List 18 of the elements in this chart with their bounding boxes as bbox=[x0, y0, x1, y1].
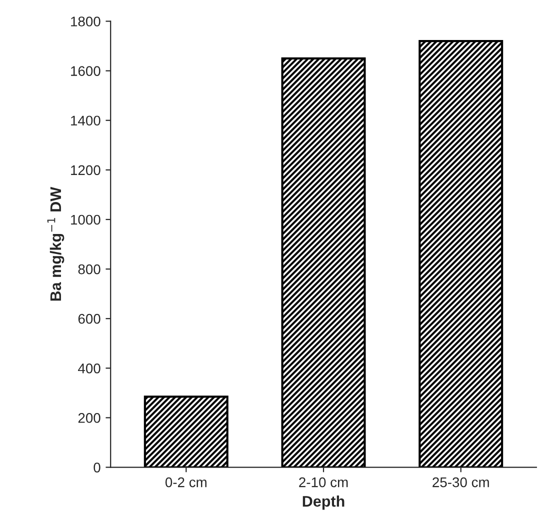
y-tick-label: 1400 bbox=[71, 116, 100, 126]
bar bbox=[418, 40, 504, 468]
x-tick-label: 0-2 cm bbox=[165, 477, 206, 488]
y-tick-label: 200 bbox=[78, 413, 100, 423]
y-tick-label: 600 bbox=[78, 314, 100, 324]
y-tick-label: 1600 bbox=[71, 66, 100, 76]
y-tick-label: 800 bbox=[78, 264, 100, 274]
bar bbox=[281, 57, 366, 468]
y-tick-label: 400 bbox=[78, 363, 100, 374]
y-tick-label: 1800 bbox=[71, 16, 100, 26]
y-tick-label: 1000 bbox=[71, 214, 100, 225]
y-axis-title: Ba mg/kg$^{−1}$ DW bbox=[47, 186, 64, 301]
y-tick-label: 1200 bbox=[71, 165, 100, 176]
bar bbox=[144, 396, 228, 468]
x-tick-label: 25-30 cm bbox=[432, 477, 489, 488]
y-tick-label: 0 bbox=[94, 462, 100, 472]
x-axis-title: Depth bbox=[302, 496, 344, 510]
x-tick-label: 2-10 cm bbox=[299, 477, 348, 488]
